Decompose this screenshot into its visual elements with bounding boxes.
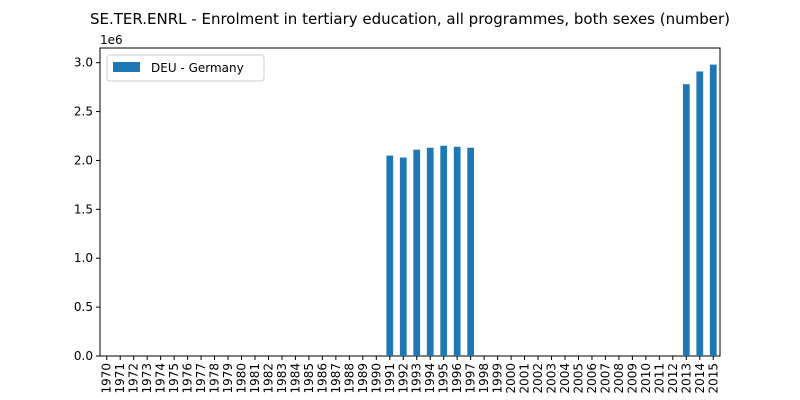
y-tick-label: 0.0	[74, 349, 93, 363]
x-tick-label: 1974	[154, 363, 168, 394]
x-tick-label: 2010	[639, 363, 653, 394]
plot-area	[99, 47, 721, 357]
bar	[413, 149, 421, 356]
x-tick-label: 2001	[518, 363, 532, 394]
x-tick-label: 2004	[558, 363, 572, 394]
bars	[386, 64, 717, 356]
x-tick-label: 2003	[545, 363, 559, 394]
chart-title: SE.TER.ENRL - Enrolment in tertiary educ…	[90, 10, 730, 28]
x-tick-label: 1987	[329, 363, 343, 394]
x-tick-label: 2002	[531, 363, 545, 394]
x-tick-label: 1973	[140, 363, 154, 394]
x-tick-label: 1976	[181, 363, 195, 394]
x-tick-label: 1990	[369, 363, 383, 394]
y-tick-label: 1.5	[74, 202, 93, 216]
x-tick-label: 1982	[261, 363, 275, 394]
x-axis: 1970 1971 1972 1973 1974 1975 1976 1977 1978 1979…	[100, 356, 720, 394]
x-tick-label: 1991	[383, 363, 397, 394]
legend-swatch	[113, 62, 140, 72]
x-tick-label: 2006	[585, 363, 599, 394]
x-tick-label: 1993	[410, 363, 424, 394]
x-tick-label: 1975	[167, 363, 181, 394]
x-tick-label: 2013	[679, 363, 693, 394]
x-tick-label: 1998	[477, 363, 491, 394]
y-tick-label: 1.0	[74, 251, 93, 265]
x-tick-label: 2012	[666, 363, 680, 394]
x-tick-label: 1978	[208, 363, 222, 394]
x-tick-label: 2007	[598, 363, 612, 394]
x-tick-label: 1996	[450, 363, 464, 394]
x-tick-label: 1972	[127, 363, 141, 394]
y-tick-label: 0.5	[74, 300, 93, 314]
y-offset-label: 1e6	[100, 33, 123, 47]
x-tick-label: 1999	[491, 363, 505, 394]
bar	[440, 145, 448, 356]
x-tick-label: 1977	[194, 363, 208, 394]
x-tick-label: 1989	[356, 363, 370, 394]
legend[interactable]: DEU - Germany	[106, 54, 265, 82]
x-tick-label: 2000	[504, 363, 518, 394]
x-tick-label: 1988	[342, 363, 356, 394]
x-tick-label: 2008	[612, 363, 626, 394]
x-tick-label: 2015	[706, 363, 720, 394]
x-tick-label: 2011	[652, 363, 666, 394]
x-tick-label: 1994	[423, 363, 437, 394]
bar	[399, 157, 407, 356]
legend-label: DEU - Germany	[151, 61, 244, 75]
y-axis: 0.0 0.5 1.0 1.5 2.0 2.5 3.0	[74, 56, 100, 363]
x-tick-label: 1979	[221, 363, 235, 394]
x-tick-label: 2005	[571, 363, 585, 394]
x-tick-label: 1986	[315, 363, 329, 394]
x-tick-label: 1984	[288, 363, 302, 394]
bar	[696, 71, 704, 356]
bar	[453, 146, 461, 356]
x-tick-label: 1971	[113, 363, 127, 394]
x-tick-label: 1980	[235, 363, 249, 394]
y-tick-label: 2.5	[74, 105, 93, 119]
x-tick-label: 1983	[275, 363, 289, 394]
legend-box	[106, 54, 265, 82]
bar	[682, 84, 690, 356]
x-tick-label: 1985	[302, 363, 316, 394]
x-tick-label: 1995	[437, 363, 451, 394]
x-tick-label: 2014	[693, 363, 707, 394]
bar	[426, 147, 434, 356]
plot-frame	[99, 47, 721, 357]
x-tick-label: 1992	[396, 363, 410, 394]
y-tick-label: 2.0	[74, 153, 93, 167]
y-tick-label: 3.0	[74, 56, 93, 70]
bar	[709, 64, 717, 356]
bar	[386, 155, 394, 356]
x-tick-label: 2009	[625, 363, 639, 394]
x-tick-label: 1981	[248, 363, 262, 394]
bar	[467, 147, 475, 356]
x-tick-label: 1997	[464, 363, 478, 394]
x-tick-label: 1970	[100, 363, 114, 394]
